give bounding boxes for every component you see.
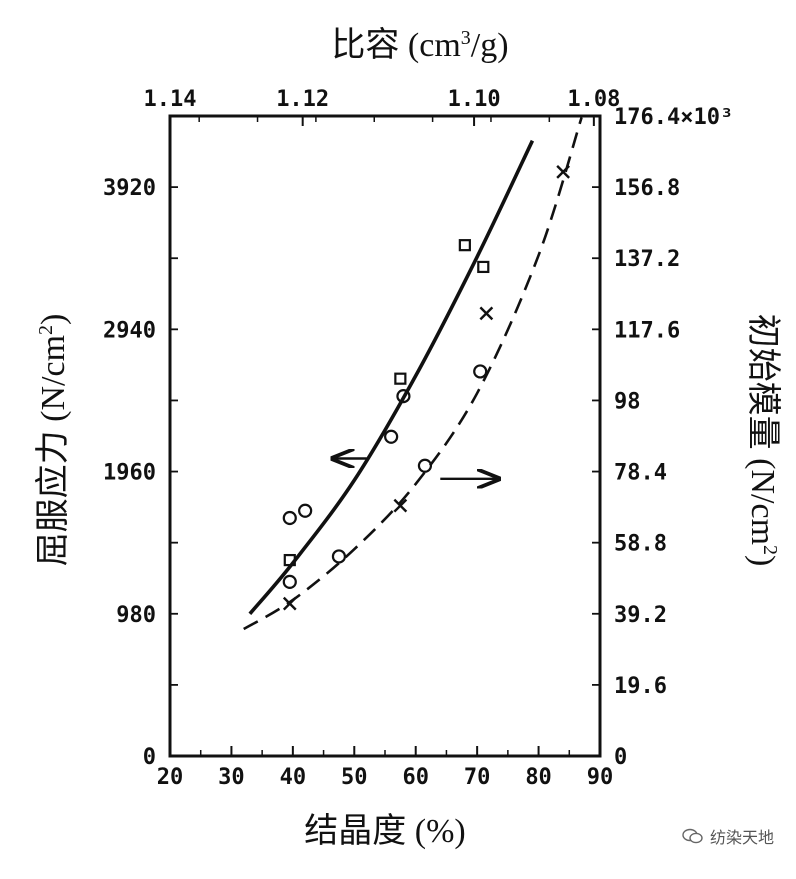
- data-point-cross: [393, 498, 408, 513]
- right-tick-label: 156.8: [614, 176, 680, 201]
- watermark: 纺染天地: [682, 824, 774, 848]
- right-tick-label: 78.4: [614, 461, 667, 486]
- data-point-circle: [331, 549, 347, 564]
- data-point-circle: [298, 503, 313, 518]
- right-tick-label: 0: [614, 745, 627, 770]
- right-tick-label: 19.6: [614, 674, 667, 699]
- data-point-circle: [417, 458, 433, 473]
- x-tick-label: 30: [218, 765, 245, 790]
- initial-modulus-fit-line: [243, 117, 583, 631]
- data-point-square: [458, 239, 471, 252]
- x-tick-label: 60: [402, 765, 429, 790]
- data-point-cross: [556, 165, 570, 179]
- data-point-square: [283, 553, 296, 567]
- x-tick-label: 40: [280, 765, 307, 790]
- data-point-circle: [282, 510, 297, 526]
- yield-stress-fit-line: [248, 139, 535, 615]
- x-tick-label: 20: [157, 765, 184, 790]
- left-tick-label: 980: [116, 603, 156, 628]
- data-point-cross: [282, 596, 297, 611]
- left-tick-label: 1960: [103, 461, 156, 486]
- right-tick-label: 117.6: [614, 318, 680, 343]
- cross-stroke: [556, 165, 570, 179]
- x-tick-label: 90: [587, 765, 614, 790]
- right-tick-label: 58.8: [614, 532, 667, 557]
- watermark-text: 纺染天地: [709, 828, 774, 847]
- left-tick-label: 2940: [103, 318, 156, 343]
- right-tick-label: 98: [614, 389, 641, 414]
- wechat-icon: [682, 828, 703, 844]
- left-tick-label: 3920: [103, 176, 156, 201]
- x-tick-label: 80: [525, 765, 552, 790]
- top-tick-label: 1.10: [448, 87, 501, 112]
- data-point-square: [394, 372, 407, 385]
- right-tick-label: 176.4×10³: [614, 105, 733, 130]
- left-tick-label: 0: [143, 745, 156, 770]
- data-point-circle: [384, 429, 399, 444]
- top-tick-label: 1.14: [144, 87, 197, 112]
- cross-stroke: [479, 306, 494, 321]
- data-point-circle: [282, 574, 297, 589]
- top-axis-title: 比容 (cm3/g): [331, 26, 508, 64]
- data-point-circle: [396, 388, 411, 404]
- data-point-circle: [473, 364, 488, 379]
- right-axis-title: 初始模量 (N/cm2): [744, 314, 782, 567]
- data-point-cross: [479, 306, 494, 321]
- top-tick-label: 1.08: [567, 87, 620, 112]
- left-axis-title: 屈服应力 (N/cm2): [34, 314, 72, 567]
- right-tick-label: 39.2: [614, 603, 667, 628]
- x-tick-label: 70: [464, 765, 491, 790]
- x-tick-label: 50: [341, 765, 368, 790]
- data-point-square: [477, 260, 490, 274]
- x-axis-title: 结晶度 (%): [304, 812, 465, 850]
- right-tick-label: 137.2: [614, 247, 680, 272]
- cross-stroke: [393, 498, 408, 513]
- top-tick-label: 1.12: [276, 87, 329, 112]
- cross-stroke: [282, 596, 297, 611]
